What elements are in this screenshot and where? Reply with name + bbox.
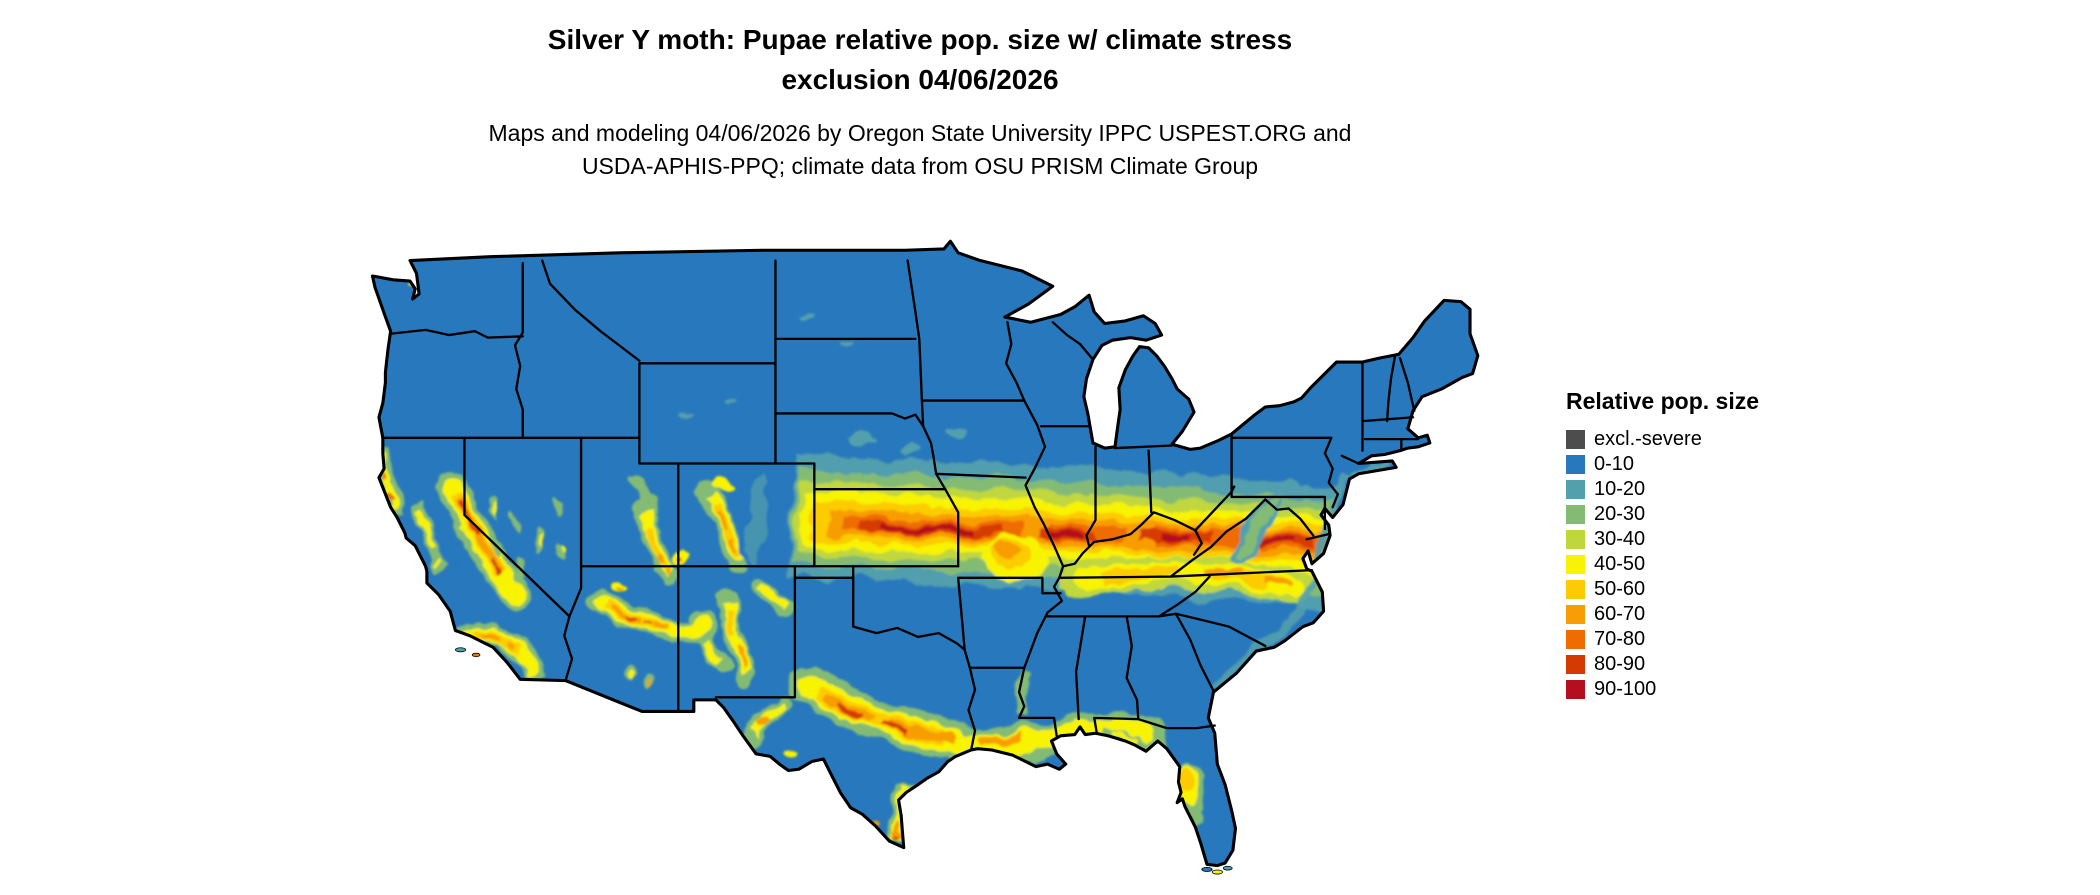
legend-item: 0-10 (1566, 454, 1759, 474)
legend-item: 90-100 (1566, 679, 1759, 699)
legend-swatch (1566, 604, 1585, 624)
legend-swatch (1566, 429, 1585, 449)
legend-item: 80-90 (1566, 654, 1759, 674)
legend-label: 40-50 (1594, 553, 1646, 575)
subtitle-line-1: Maps and modeling 04/06/2026 by Oregon S… (488, 120, 1352, 146)
legend-label: 90-100 (1594, 678, 1657, 700)
map-legend: Relative pop. size excl.-severe 0-10 10-… (1566, 388, 1759, 704)
title-line-2: exclusion 04/06/2026 (781, 64, 1059, 95)
subtitle-line-2: USDA-APHIS-PPQ; climate data from OSU PR… (581, 153, 1259, 179)
us-map-figure (296, 222, 1540, 890)
legend-item: 60-70 (1566, 604, 1759, 624)
page-title: Silver Y moth: Pupae relative pop. size … (130, 20, 1710, 100)
us-outline (370, 239, 1480, 868)
legend-title: Relative pop. size (1566, 388, 1760, 414)
legend-label: 60-70 (1594, 603, 1646, 625)
legend-label: 80-90 (1594, 653, 1646, 675)
legend-label: excl.-severe (1594, 428, 1702, 450)
legend-item: excl.-severe (1566, 429, 1759, 449)
legend-swatch (1566, 629, 1585, 649)
state-borders (381, 259, 1420, 752)
legend-label: 50-60 (1594, 578, 1646, 600)
legend-item: 20-30 (1566, 504, 1759, 524)
legend-swatch (1566, 529, 1585, 549)
us-map (370, 239, 1480, 875)
legend-swatch (1566, 679, 1585, 699)
legend-label: 20-30 (1594, 503, 1646, 525)
legend-item: 10-20 (1566, 479, 1759, 499)
legend-label: 70-80 (1594, 628, 1646, 650)
legend-swatch (1566, 454, 1585, 474)
page-subtitle: Maps and modeling 04/06/2026 by Oregon S… (130, 117, 1710, 183)
legend-item: 30-40 (1566, 529, 1759, 549)
legend-swatch (1566, 654, 1585, 674)
legend-label: 30-40 (1594, 528, 1646, 550)
legend-label: 10-20 (1594, 478, 1646, 500)
legend-item: 70-80 (1566, 629, 1759, 649)
title-line-1: Silver Y moth: Pupae relative pop. size … (547, 24, 1293, 55)
legend-swatch (1566, 504, 1585, 524)
offshore-islands (454, 647, 1233, 875)
legend-item: 50-60 (1566, 579, 1759, 599)
legend-label: 0-10 (1594, 453, 1635, 475)
legend-swatch (1566, 479, 1585, 499)
legend-swatch (1566, 579, 1585, 599)
legend-swatch (1566, 554, 1585, 574)
legend-item: 40-50 (1566, 554, 1759, 574)
